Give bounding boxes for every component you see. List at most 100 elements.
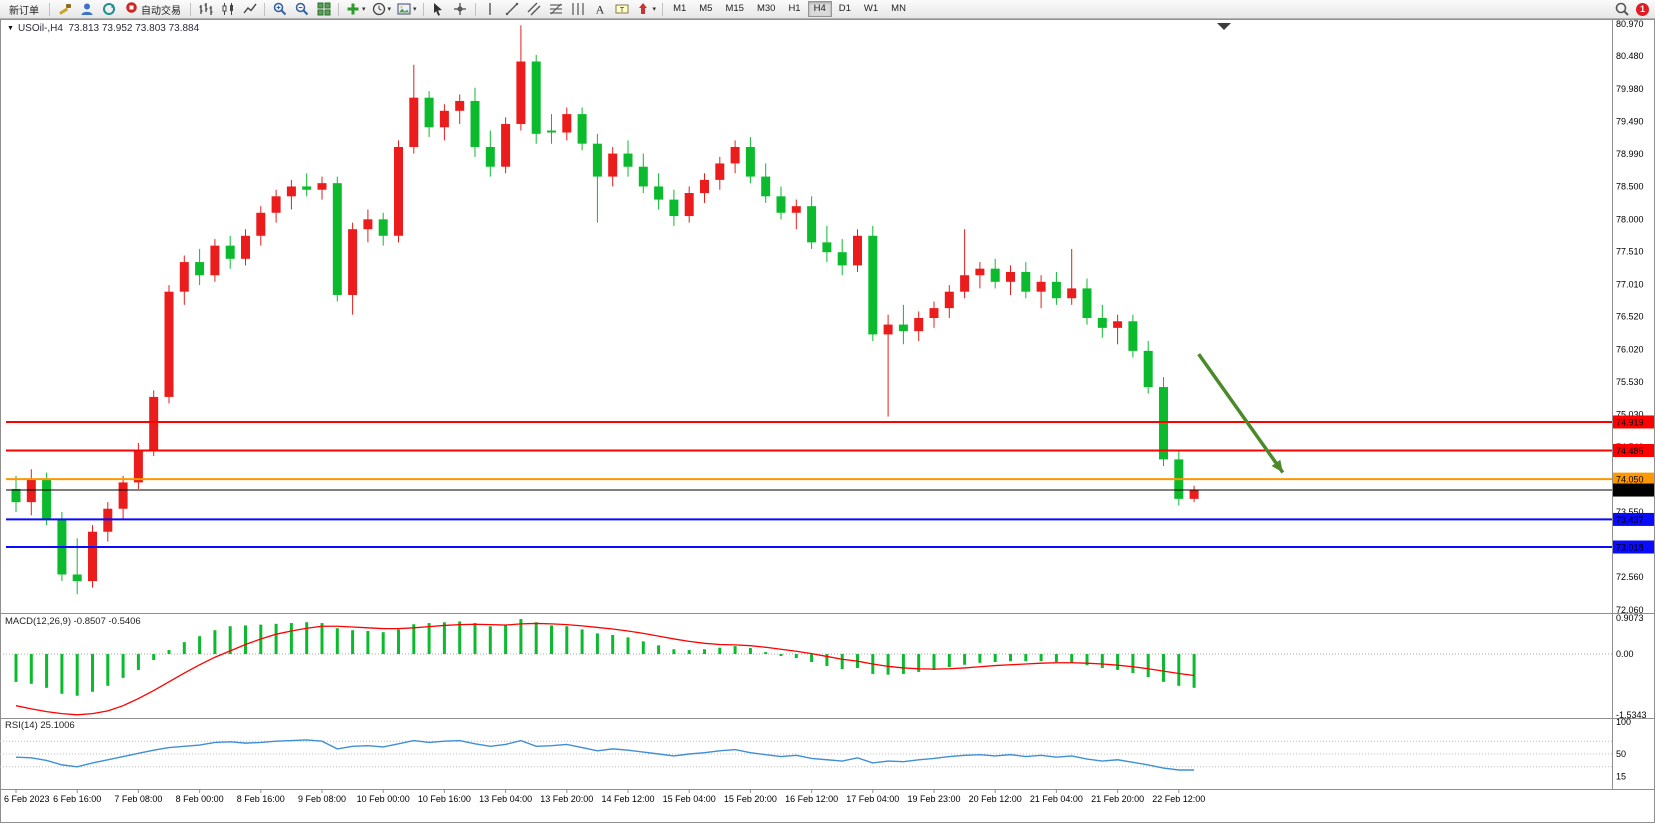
rsi-scale-label: 15 <box>1616 771 1626 781</box>
time-axis-label[interactable]: 16 Feb 12:00 <box>785 794 838 804</box>
rsi-header: RSI(14) 25.1006 <box>5 720 75 731</box>
arrows-button[interactable]: ▾ <box>634 0 659 19</box>
chevron-down-icon[interactable]: ▾ <box>387 5 392 13</box>
price-axis-label: 79.980 <box>1616 84 1644 94</box>
vertical-line-icon[interactable] <box>480 0 501 19</box>
timeframe-m30[interactable]: M30 <box>751 1 781 17</box>
crosshair-icon[interactable] <box>450 0 471 19</box>
autotrading-icon <box>125 1 138 17</box>
candle-body <box>960 275 970 292</box>
add-indicator-button[interactable]: ▾ <box>343 0 368 19</box>
price-tag[interactable] <box>1613 540 1654 554</box>
cursor-icon[interactable] <box>428 0 449 19</box>
time-axis-label[interactable]: 10 Feb 00:00 <box>357 794 410 804</box>
label-icon[interactable]: T <box>612 0 633 19</box>
timeframe-h4[interactable]: H4 <box>807 1 832 17</box>
time-axis-label[interactable]: 6 Feb 16:00 <box>53 794 101 804</box>
candle-body <box>807 206 817 243</box>
candle-body <box>241 235 250 259</box>
time-axis-label[interactable]: 8 Feb 00:00 <box>176 794 224 804</box>
refresh-icon[interactable] <box>98 0 119 19</box>
svg-text:T: T <box>620 7 625 14</box>
timeframe-d1[interactable]: D1 <box>833 1 857 17</box>
time-axis-label[interactable]: 21 Feb 20:00 <box>1091 794 1144 804</box>
toolbar-separator <box>662 2 664 16</box>
time-axis-label[interactable]: 14 Feb 12:00 <box>601 794 654 804</box>
chart-shift-marker[interactable] <box>1217 23 1231 30</box>
price-tag[interactable] <box>1613 415 1654 429</box>
time-axis-label[interactable]: 13 Feb 04:00 <box>479 794 532 804</box>
timeframe-m1[interactable]: M1 <box>667 1 692 17</box>
candle-body <box>470 100 480 147</box>
time-axis-label[interactable]: 6 Feb 2023 <box>4 794 50 804</box>
fibonacci-icon[interactable] <box>546 0 567 19</box>
autotrading-button[interactable]: 自动交易 <box>120 0 186 19</box>
toolbar: 新订单 自动交易 ▾ ▾ ▾ <box>0 0 1655 19</box>
price-tag[interactable] <box>1613 512 1654 526</box>
zoom-in-icon[interactable] <box>269 0 290 19</box>
profile-icon[interactable] <box>76 0 97 19</box>
equidistant-channel-icon[interactable] <box>524 0 545 19</box>
line-chart-icon[interactable] <box>239 0 260 19</box>
cycle-lines-icon[interactable] <box>568 0 589 19</box>
candle-body <box>225 245 235 259</box>
candle-body <box>577 114 587 144</box>
candle-body <box>745 146 755 177</box>
candle-body <box>179 262 189 292</box>
macd-header: MACD(12,26,9) -0.8507 -0.5406 <box>5 616 141 627</box>
chevron-down-icon[interactable]: ▾ <box>413 5 417 13</box>
time-axis-label[interactable]: 15 Feb 04:00 <box>663 794 716 804</box>
time-axis-label[interactable]: 9 Feb 08:00 <box>298 794 346 804</box>
rsi-line <box>15 739 1195 771</box>
candle-body <box>133 449 143 483</box>
price-axis-label: 78.990 <box>1616 149 1644 159</box>
time-axis-label[interactable]: 15 Feb 20:00 <box>724 794 777 804</box>
candle-body <box>944 291 954 309</box>
candle-body <box>26 479 36 503</box>
time-axis-label[interactable]: 20 Feb 12:00 <box>969 794 1022 804</box>
macd-scale-label: -1.5343 <box>1616 710 1647 720</box>
macd-scale-label: 0.9073 <box>1616 613 1644 623</box>
price-tag[interactable] <box>1613 472 1654 486</box>
time-axis-label[interactable]: 10 Feb 16:00 <box>418 794 471 804</box>
timeframe-w1[interactable]: W1 <box>858 1 884 17</box>
timeframe-m15[interactable]: M15 <box>719 1 749 17</box>
price-tag[interactable] <box>1613 483 1654 497</box>
timeframe-h1[interactable]: H1 <box>782 1 806 17</box>
time-axis-label[interactable]: 22 Feb 12:00 <box>1152 794 1205 804</box>
toolbar-separator <box>474 2 476 16</box>
time-axis-label[interactable]: 17 Feb 04:00 <box>846 794 899 804</box>
text-icon[interactable]: A <box>590 0 611 19</box>
templates-button[interactable]: ▾ <box>394 0 419 19</box>
candle-body <box>485 146 495 167</box>
time-axis-label[interactable]: 8 Feb 16:00 <box>237 794 285 804</box>
candle-body <box>378 219 388 236</box>
time-axis-label[interactable]: 13 Feb 20:00 <box>540 794 593 804</box>
price-axis-label: 77.010 <box>1616 279 1644 289</box>
notification-badge[interactable]: 1 <box>1636 2 1649 16</box>
new-order-button[interactable]: 新订单 <box>3 0 45 19</box>
trendline-icon[interactable] <box>502 0 523 19</box>
time-axis-label[interactable]: 7 Feb 08:00 <box>114 794 162 804</box>
zoom-out-icon[interactable] <box>291 0 312 19</box>
timeframe-m5[interactable]: M5 <box>693 1 718 17</box>
tools-icon[interactable] <box>54 0 75 19</box>
trend-arrow-annotation[interactable] <box>1197 353 1285 474</box>
periods-button[interactable]: ▾ <box>369 0 394 19</box>
chevron-down-icon[interactable]: ▾ <box>362 5 366 13</box>
tile-windows-icon[interactable] <box>313 0 334 19</box>
bar-chart-icon[interactable] <box>195 0 216 19</box>
candlestick-chart-icon[interactable] <box>217 0 238 19</box>
symbol-dropdown-icon[interactable]: ▼ <box>7 25 14 32</box>
time-axis-label[interactable]: 19 Feb 23:00 <box>907 794 960 804</box>
chevron-down-icon[interactable]: ▾ <box>652 5 657 13</box>
timeframe-mn[interactable]: MN <box>885 1 912 17</box>
price-tag[interactable] <box>1613 444 1654 458</box>
candle-body <box>332 183 342 295</box>
candle-body <box>118 482 128 509</box>
price-tag-label: 73.018 <box>1616 542 1644 552</box>
candle-body <box>700 179 709 194</box>
search-icon[interactable] <box>1611 0 1632 19</box>
time-axis-label[interactable]: 21 Feb 04:00 <box>1030 794 1083 804</box>
